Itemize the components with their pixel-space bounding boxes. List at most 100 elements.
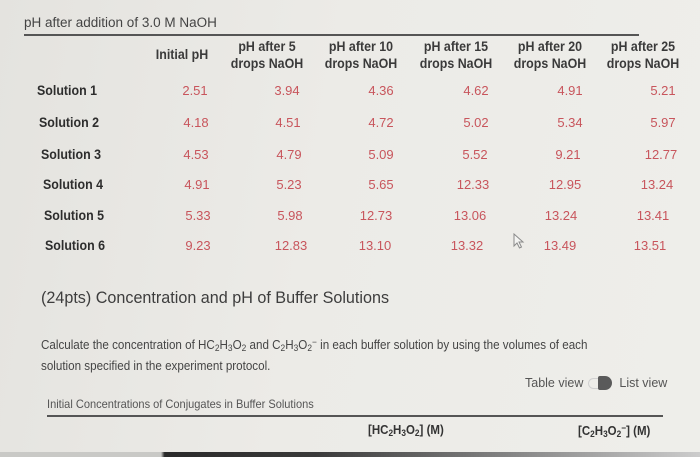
ph-table-caption: pH after addition of 3.0 M NaOH bbox=[24, 15, 217, 30]
header-line1: pH after 10 bbox=[328, 39, 394, 54]
superscript: − bbox=[311, 337, 317, 347]
row-label-solution-2: Solution 2 bbox=[39, 115, 100, 130]
cell: 13.41 bbox=[636, 208, 670, 223]
row-label-solution-4: Solution 4 bbox=[43, 177, 104, 192]
cell: 5.65 bbox=[368, 177, 394, 192]
column-header-acetate: [C2H3O2−] (M) bbox=[578, 423, 650, 439]
text: ] (M) bbox=[626, 424, 651, 438]
cell: 12.83 bbox=[274, 238, 308, 253]
header-line2: drops NaOH bbox=[324, 56, 398, 71]
header-line2: drops NaOH bbox=[419, 56, 493, 71]
row-label-solution-1: Solution 1 bbox=[37, 83, 98, 98]
cell: 12.73 bbox=[359, 208, 393, 223]
cell: 5.02 bbox=[463, 115, 489, 130]
column-header-acetic-acid: [HC2H3O2] (M) bbox=[368, 423, 444, 438]
section-title: (24pts) Concentration and pH of Buffer S… bbox=[41, 288, 390, 307]
row-label-solution-3: Solution 3 bbox=[41, 147, 102, 162]
subscript: 3 bbox=[293, 343, 299, 353]
subscript: 2 bbox=[388, 428, 394, 438]
cell: 3.94 bbox=[274, 83, 300, 98]
text: [C bbox=[578, 424, 591, 438]
text: O bbox=[298, 338, 308, 352]
column-header-5-drops: pH after 5 drops NaOH bbox=[226, 38, 309, 72]
header-line2: drops NaOH bbox=[513, 56, 587, 71]
cell: 2.51 bbox=[182, 83, 208, 98]
view-toggle-switch[interactable] bbox=[588, 376, 614, 390]
text: in each buffer solution by using the vol… bbox=[41, 338, 588, 373]
text: O bbox=[607, 424, 617, 438]
cell: 5.09 bbox=[368, 147, 394, 162]
column-header-10-drops: pH after 10 drops NaOH bbox=[320, 38, 403, 72]
cell: 5.34 bbox=[557, 115, 583, 130]
list-view-label[interactable]: List view bbox=[619, 376, 668, 390]
header-line1: pH after 25 bbox=[610, 39, 676, 54]
cell: 12.77 bbox=[644, 147, 678, 162]
text: H bbox=[393, 423, 402, 437]
view-toggle: Table view List view bbox=[525, 376, 667, 390]
cell: 5.97 bbox=[650, 115, 676, 130]
cell: 5.21 bbox=[650, 83, 676, 98]
text: O bbox=[405, 423, 415, 437]
caption-divider bbox=[24, 34, 639, 36]
conjugates-caption-divider bbox=[47, 415, 663, 417]
cell: 13.32 bbox=[450, 238, 484, 253]
subscript: 2 bbox=[590, 429, 595, 439]
conjugates-table-caption: Initial Concentrations of Conjugates in … bbox=[47, 397, 314, 411]
column-header-25-drops: pH after 25 drops NaOH bbox=[602, 38, 685, 72]
cell: 4.36 bbox=[368, 83, 394, 98]
cell: 13.51 bbox=[633, 238, 667, 253]
subscript: 3 bbox=[603, 429, 608, 439]
subscript: 3 bbox=[401, 428, 406, 438]
column-header-initial-ph: Initial pH bbox=[145, 46, 219, 63]
cell: 5.23 bbox=[276, 177, 302, 192]
subscript: 2 bbox=[280, 343, 286, 353]
table-view-label[interactable]: Table view bbox=[525, 376, 584, 390]
cell: 4.91 bbox=[557, 83, 583, 98]
subscript: 2 bbox=[616, 429, 622, 439]
text: H bbox=[285, 338, 294, 352]
subscript: 3 bbox=[227, 343, 233, 353]
screen-bottom-edge bbox=[0, 452, 700, 457]
mouse-cursor-icon bbox=[513, 233, 525, 249]
text: O bbox=[232, 338, 242, 352]
cell: 12.95 bbox=[548, 177, 582, 192]
cell: 9.23 bbox=[185, 238, 211, 253]
cell: 9.21 bbox=[555, 147, 581, 162]
subscript: 2 bbox=[307, 343, 312, 353]
row-label-solution-6: Solution 6 bbox=[45, 238, 106, 253]
cell: 13.24 bbox=[640, 177, 674, 192]
cell: 4.51 bbox=[275, 115, 301, 130]
cell: 5.33 bbox=[185, 208, 211, 223]
subscript: 2 bbox=[241, 343, 247, 353]
header-line1: pH after 5 bbox=[238, 39, 296, 54]
text: ] (M) bbox=[419, 423, 444, 437]
cell: 13.06 bbox=[453, 208, 487, 223]
cell: 5.98 bbox=[277, 208, 303, 223]
cell: 4.72 bbox=[368, 115, 394, 130]
column-header-20-drops: pH after 20 drops NaOH bbox=[509, 38, 592, 72]
header-line2: drops NaOH bbox=[230, 56, 304, 71]
cell: 4.53 bbox=[183, 147, 209, 162]
header-line2: drops NaOH bbox=[606, 56, 680, 71]
text: Calculate the concentration of HC bbox=[41, 338, 215, 352]
cell: 12.33 bbox=[456, 177, 490, 192]
text: [HC bbox=[368, 423, 389, 437]
cell: 13.49 bbox=[543, 238, 577, 253]
instructions-text: Calculate the concentration of HC2H3O2 a… bbox=[41, 333, 618, 375]
subscript: 2 bbox=[414, 428, 420, 438]
header-text: Initial pH bbox=[155, 47, 209, 62]
cell: 4.91 bbox=[184, 177, 210, 192]
superscript: − bbox=[621, 423, 627, 433]
cell: 5.52 bbox=[462, 147, 488, 162]
text: and C bbox=[246, 338, 281, 352]
cell: 4.18 bbox=[183, 115, 209, 130]
cell: 4.62 bbox=[463, 83, 489, 98]
text: H bbox=[594, 424, 604, 438]
cell: 13.10 bbox=[358, 238, 392, 253]
cell: 4.79 bbox=[276, 147, 302, 162]
header-line1: pH after 15 bbox=[423, 39, 489, 54]
text: H bbox=[219, 338, 228, 352]
subscript: 2 bbox=[214, 343, 220, 353]
toggle-knob bbox=[598, 376, 613, 390]
